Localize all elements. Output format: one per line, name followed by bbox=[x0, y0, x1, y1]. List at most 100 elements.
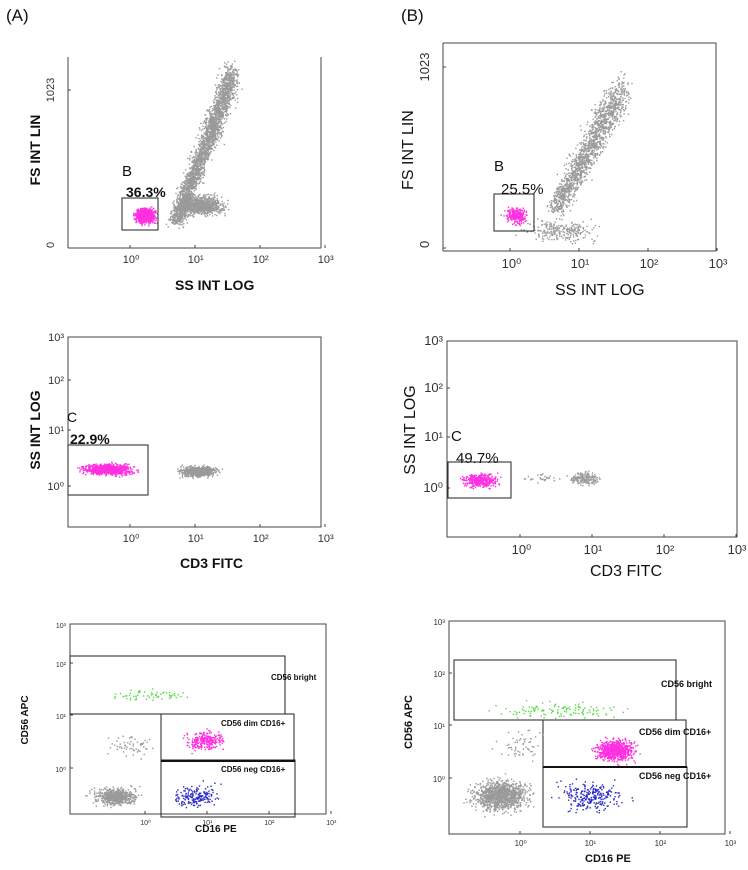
blue-events bbox=[175, 780, 222, 809]
chart-a1: 10⁰ 10¹ 10² 10³ 0 1023 SS INT LOG FS INT LIN B 36… bbox=[27, 57, 334, 293]
x-tick-label: 10³ bbox=[326, 820, 337, 827]
x-axis-label: CD16 PE bbox=[195, 824, 237, 835]
x-tick-label: 10² bbox=[253, 533, 269, 545]
gate-b bbox=[121, 197, 159, 231]
y-tick-label: 10² bbox=[433, 670, 445, 679]
y-axis-label: CD56 APC bbox=[403, 695, 415, 749]
gate-b bbox=[493, 193, 535, 232]
gate-b-percent: 36.3% bbox=[126, 184, 166, 200]
x-tick-label: 10⁰ bbox=[515, 839, 527, 848]
y-tick-label: 10⁰ bbox=[433, 775, 445, 784]
y-tick-label: 0 bbox=[45, 242, 57, 248]
y-tick-label: 10³ bbox=[433, 618, 445, 627]
pink-events bbox=[132, 206, 159, 227]
y-tick-label: 0 bbox=[417, 241, 432, 248]
x-tick-label: 10⁰ bbox=[140, 819, 151, 827]
x-tick-label: 10³ bbox=[728, 542, 747, 557]
x-tick-label: 10³ bbox=[318, 533, 334, 545]
x-tick-label: 10² bbox=[656, 542, 675, 557]
y-tick-label: 10⁰ bbox=[423, 480, 443, 495]
y-tick-label: 10² bbox=[48, 375, 64, 387]
green-events bbox=[488, 700, 629, 720]
plot-frame bbox=[69, 623, 327, 815]
pink-events bbox=[182, 728, 225, 755]
x-axis-label: CD3 FITC bbox=[180, 555, 243, 571]
gate-c bbox=[67, 444, 149, 496]
x-tick-label: 10⁰ bbox=[123, 533, 140, 545]
gate-c-percent: 49.7% bbox=[456, 450, 499, 467]
x-axis-label: CD16 PE bbox=[585, 853, 631, 865]
y-tick-label: 10¹ bbox=[56, 714, 67, 721]
x-tick-label: 10⁰ bbox=[123, 254, 140, 266]
y-axis-label: CD56 APC bbox=[20, 695, 31, 744]
x-axis-label: SS INT LOG bbox=[555, 282, 645, 299]
y-axis-label: FS INT LIN bbox=[400, 110, 417, 190]
gate-label-neg: CD56 neg CD16+ bbox=[639, 771, 711, 781]
x-tick-label: 10⁰ bbox=[502, 256, 522, 271]
panel-a-label: (A) bbox=[6, 6, 29, 25]
pink-events bbox=[460, 472, 502, 490]
grey-events bbox=[546, 71, 633, 217]
y-tick-label: 10¹ bbox=[424, 429, 443, 444]
gate-label-neg: CD56 neg CD16+ bbox=[221, 765, 286, 774]
x-tick-label: 10¹ bbox=[202, 820, 213, 827]
gate-cd56-bright bbox=[69, 655, 286, 715]
y-axis-label: SS INT LOG bbox=[27, 390, 43, 469]
x-axis-label: SS INT LOG bbox=[175, 277, 254, 293]
plot-frame bbox=[448, 620, 726, 835]
chart-b3: 10⁰ 10¹ 10² 10³ 10⁰ 10¹ 10² 10³ CD16 PE CD56 APC C… bbox=[403, 618, 736, 865]
gate-label-bright: CD56 bright bbox=[661, 679, 712, 689]
x-tick-label: 10² bbox=[253, 254, 269, 266]
gate-c-name: C bbox=[67, 409, 77, 425]
panel-b-label: (B) bbox=[401, 6, 424, 25]
x-tick-label: 10¹ bbox=[571, 256, 590, 271]
gate-b-name: B bbox=[494, 158, 504, 175]
x-tick-label: 10¹ bbox=[188, 254, 204, 266]
gate-label-dim: CD56 dim CD16+ bbox=[221, 719, 286, 728]
x-tick-label: 10³ bbox=[709, 256, 728, 271]
x-tick-label: 10¹ bbox=[585, 839, 597, 848]
y-tick-label: 10¹ bbox=[433, 722, 445, 731]
y-tick-label: 10² bbox=[424, 380, 443, 395]
pink-events bbox=[591, 736, 641, 767]
y-tick-label: 10³ bbox=[56, 623, 67, 630]
chart-a2: 10⁰ 10¹ 10² 10³ 10⁰ 10¹ 10² 10³ CD3 FITC SS INT L… bbox=[27, 332, 334, 571]
grey-events bbox=[491, 729, 544, 762]
y-axis-label: FS INT LIN bbox=[27, 115, 43, 186]
blue-events bbox=[551, 778, 634, 814]
green-events bbox=[114, 688, 188, 701]
chart-a3: 10⁰ 10¹ 10² 10³ 10⁰ 10¹ 10² 10³ CD16 PE CD56 APC C… bbox=[20, 623, 337, 835]
gate-label-dim: CD56 dim CD16+ bbox=[639, 727, 711, 737]
x-tick-label: 10² bbox=[264, 820, 275, 827]
grey-events bbox=[177, 464, 224, 480]
y-tick-label: 10⁰ bbox=[47, 481, 64, 493]
y-tick-label: 10⁰ bbox=[55, 766, 66, 774]
x-tick-label: 10⁰ bbox=[512, 542, 532, 557]
y-tick-label: 10² bbox=[56, 662, 67, 669]
gate-label-bright: CD56 bright bbox=[271, 673, 317, 682]
gate-b-name: B bbox=[122, 163, 132, 180]
x-tick-label: 10¹ bbox=[188, 533, 204, 545]
y-tick-label: 1023 bbox=[417, 53, 432, 82]
chart-b2: 10⁰ 10¹ 10² 10³ 10⁰ 10¹ 10² 10³ CD3 FITC SS INT L… bbox=[402, 333, 747, 580]
y-tick-label: 10¹ bbox=[48, 425, 64, 437]
pink-events bbox=[500, 206, 528, 227]
plot-frame bbox=[446, 340, 738, 538]
grey-events bbox=[85, 785, 143, 809]
grey-events bbox=[463, 773, 535, 818]
grey-events bbox=[165, 60, 243, 229]
x-tick-label: 10³ bbox=[318, 254, 334, 266]
gate-c-name: C bbox=[451, 428, 462, 445]
grey-events bbox=[523, 473, 561, 484]
pink-events bbox=[77, 461, 140, 478]
chart-b1: 10⁰ 10¹ 10² 10³ 0 1023 SS INT LOG FS INT LIN B 25… bbox=[400, 42, 728, 299]
x-tick-label: 10² bbox=[640, 256, 659, 271]
grey-events bbox=[566, 470, 601, 487]
grey-events bbox=[107, 735, 154, 760]
gate-c bbox=[447, 461, 512, 499]
x-axis-label: CD3 FITC bbox=[590, 563, 662, 580]
y-tick-label: 1023 bbox=[45, 78, 57, 102]
x-tick-label: 10¹ bbox=[584, 542, 603, 557]
y-tick-label: 10³ bbox=[48, 332, 64, 344]
